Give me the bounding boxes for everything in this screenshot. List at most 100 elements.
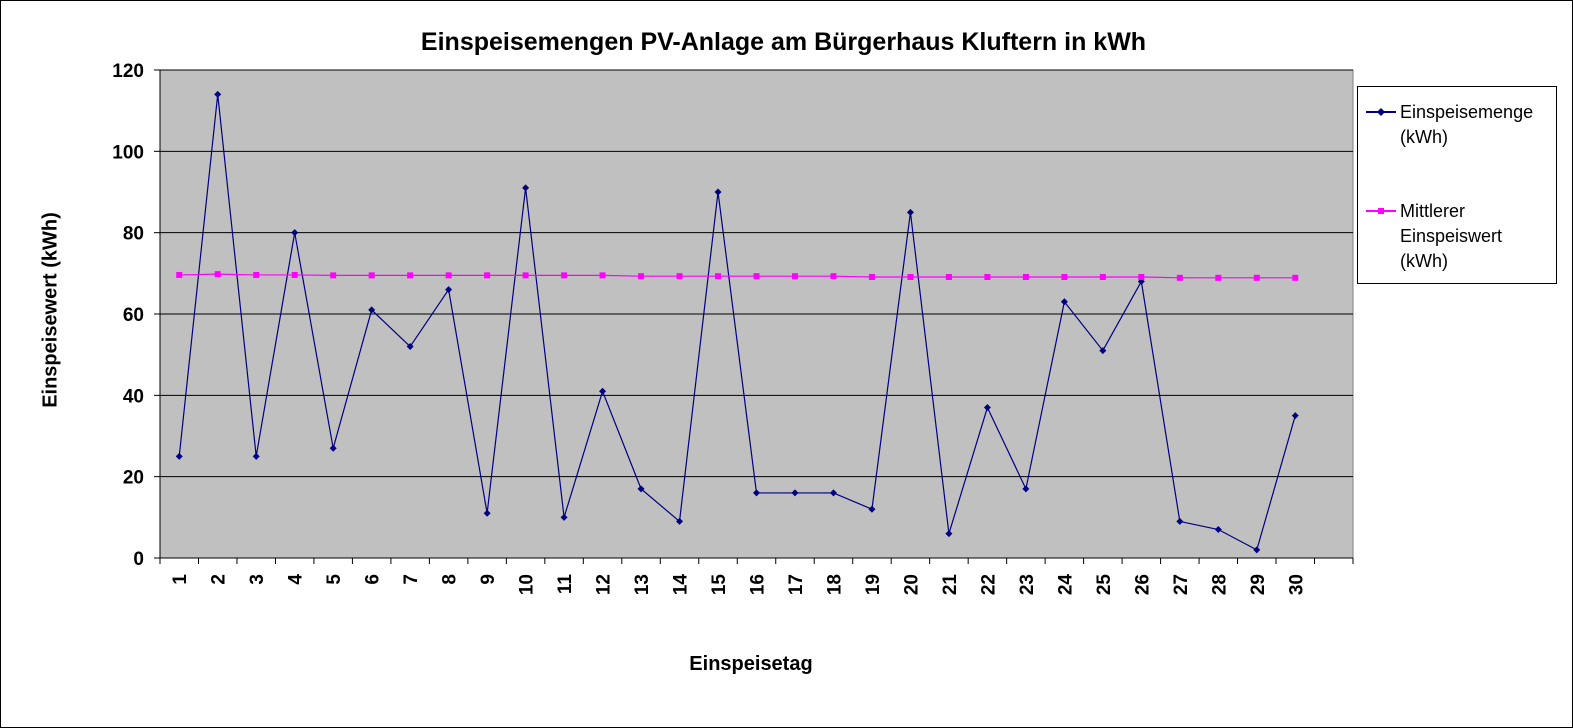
data-point	[753, 489, 760, 497]
y-tick-label: 100	[112, 142, 144, 163]
data-point	[1292, 274, 1299, 281]
y-tick-label: 60	[123, 305, 144, 326]
data-point	[676, 273, 683, 280]
data-point	[1291, 412, 1299, 420]
x-tick-label: 16	[748, 574, 769, 595]
data-point	[252, 452, 260, 460]
data-point	[329, 444, 337, 452]
x-tick-label: 21	[940, 574, 961, 596]
x-tick-label: 1	[170, 574, 191, 585]
x-tick-label: 3	[247, 574, 268, 585]
data-point	[1214, 526, 1222, 534]
x-tick-label: 15	[709, 574, 730, 596]
x-tick-label: 10	[517, 574, 538, 595]
data-point	[714, 188, 722, 196]
data-point	[368, 272, 375, 279]
x-axis-title: Einspeisetag	[689, 653, 813, 675]
data-point	[791, 489, 799, 497]
data-point	[906, 208, 914, 216]
data-point	[791, 273, 798, 280]
y-tick-label: 120	[112, 61, 144, 82]
data-point	[407, 272, 414, 279]
x-tick-label: 20	[901, 574, 922, 595]
data-point	[599, 387, 607, 395]
data-point	[368, 306, 376, 314]
data-point	[214, 271, 221, 278]
x-tick-label: 25	[1094, 574, 1115, 596]
y-tick-label: 20	[123, 468, 144, 489]
data-point	[1022, 485, 1030, 493]
data-point	[753, 273, 760, 280]
x-tick-label: 2	[209, 574, 230, 585]
data-point	[1176, 517, 1184, 525]
x-tick-label: 9	[478, 574, 499, 585]
data-point	[638, 273, 645, 280]
y-tick-label: 40	[123, 386, 144, 407]
data-point	[599, 272, 606, 279]
data-point	[445, 286, 453, 294]
x-tick-label: 6	[363, 574, 384, 585]
data-point	[253, 271, 260, 278]
data-point	[983, 404, 991, 412]
x-tick-label: 13	[632, 574, 653, 595]
legend-swatch-einspeisemenge	[1366, 105, 1396, 119]
data-point	[1215, 274, 1222, 281]
data-point	[214, 90, 222, 98]
x-tick-label: 22	[978, 574, 999, 595]
chart-title: Einspeisemengen PV-Anlage am Bürgerhaus …	[420, 28, 1147, 56]
data-point	[291, 271, 298, 278]
data-point	[291, 229, 299, 237]
data-point	[830, 273, 837, 280]
y-tick-label: 0	[133, 549, 144, 570]
y-tick-label: 80	[123, 224, 144, 245]
data-point	[406, 343, 414, 351]
data-point	[945, 273, 952, 280]
data-point	[522, 184, 530, 192]
data-point	[1022, 273, 1029, 280]
legend-swatch-mittlerer-einspeiswert	[1366, 204, 1396, 218]
data-point	[560, 513, 568, 521]
data-point	[868, 505, 876, 513]
data-point	[1253, 546, 1261, 554]
series-line-einspeisemenge	[178, 94, 1296, 551]
data-point	[1099, 347, 1107, 355]
data-point	[1099, 273, 1106, 280]
data-point	[945, 530, 953, 538]
x-tick-label: 14	[671, 574, 692, 596]
x-tick-label: 8	[440, 574, 461, 585]
data-point	[175, 452, 183, 460]
x-tick-label: 11	[555, 574, 576, 595]
data-point	[176, 271, 183, 278]
x-tick-label: 19	[863, 574, 884, 595]
data-point	[330, 272, 337, 279]
x-tick-label: 28	[1209, 574, 1230, 595]
series-line-mittlerer-einspeiswert	[179, 273, 1296, 279]
x-tick-label: 17	[786, 574, 807, 595]
data-point	[522, 272, 529, 279]
x-tick-label: 26	[1132, 574, 1153, 595]
data-point	[907, 273, 914, 280]
data-point	[868, 273, 875, 280]
data-point	[1138, 273, 1145, 280]
data-point	[637, 485, 645, 493]
data-point	[445, 272, 452, 279]
x-tick-label: 7	[401, 574, 422, 585]
x-tick-label: 27	[1171, 574, 1192, 595]
x-tick-label: 12	[594, 574, 615, 595]
data-point	[561, 272, 568, 279]
x-tick-label: 18	[824, 574, 845, 595]
data-point	[1176, 274, 1183, 281]
legend: Einspeisemenge (kWh) Mittlerer Einspeisw…	[1357, 86, 1557, 284]
data-point	[984, 273, 991, 280]
x-tick-label: 29	[1248, 574, 1269, 595]
data-point	[484, 272, 491, 279]
data-point	[715, 273, 722, 280]
data-point	[1061, 273, 1068, 280]
data-point	[829, 489, 837, 497]
legend-item-einspeisemenge: Einspeisemenge (kWh)	[1366, 100, 1550, 150]
data-point	[483, 509, 491, 517]
legend-label-mittlerer-einspeiswert: Mittlerer Einspeiswert (kWh)	[1400, 201, 1503, 271]
x-tick-label: 23	[1017, 574, 1038, 595]
data-point	[1253, 274, 1260, 281]
